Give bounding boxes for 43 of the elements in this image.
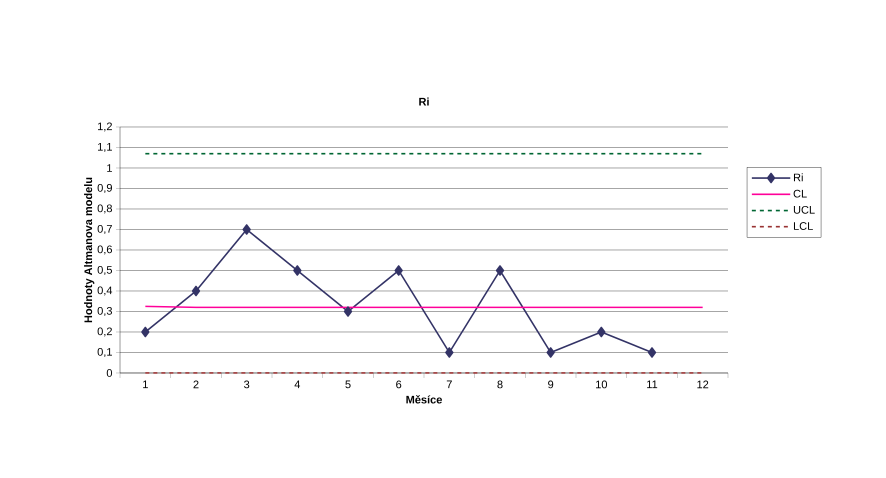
y-tick-label: 0 (106, 369, 112, 377)
x-tick-label: 4 (294, 380, 300, 388)
y-tick-label: 0,1 (98, 348, 112, 358)
x-tick-label: 3 (244, 380, 250, 388)
x-tick-label: 5 (345, 380, 351, 388)
y-tick-label: 1 (107, 164, 112, 172)
point (141, 326, 150, 338)
y-tick-label: 0,8 (98, 204, 112, 214)
y-tick-label: 0,3 (98, 306, 112, 316)
point (445, 347, 454, 358)
point (344, 306, 352, 317)
legend-label: LCL (794, 222, 813, 230)
point (496, 265, 504, 276)
x-axis-title: Měsíce (406, 395, 442, 404)
x-tick-label: 8 (497, 380, 503, 388)
legend-label: UCL (794, 206, 815, 214)
legend-label: CL (794, 190, 807, 198)
point (546, 347, 555, 358)
x-tick-label: 7 (446, 380, 452, 388)
point (597, 326, 606, 338)
y-tick-label: 0,6 (98, 245, 112, 255)
y-tick-label: 1,1 (98, 143, 112, 152)
y-tick-label: 1,2 (98, 122, 112, 132)
chart-title: Ri (419, 97, 429, 106)
point (242, 224, 251, 235)
x-tick-label: 6 (396, 380, 402, 388)
legend-label: Ri (794, 173, 803, 182)
point (293, 265, 302, 276)
y-tick-label: 0,4 (98, 286, 112, 296)
y-tick-label: 0,5 (98, 266, 112, 276)
y-tick-label: 0,2 (98, 327, 112, 337)
y-tick-label: 0,7 (98, 224, 112, 234)
y-tick-label: 0,9 (98, 184, 112, 194)
x-tick-label: 1 (143, 380, 148, 388)
point (192, 286, 200, 296)
x-tick-label: 12 (697, 380, 708, 388)
x-tick-label: 9 (548, 380, 554, 388)
y-axis-title: Hodnoty Altmanova modelu (84, 178, 94, 322)
point (648, 347, 656, 358)
point (394, 265, 403, 276)
x-tick-label: 10 (596, 380, 608, 388)
x-tick-label: 11 (647, 380, 658, 388)
x-tick-label: 2 (194, 380, 199, 388)
